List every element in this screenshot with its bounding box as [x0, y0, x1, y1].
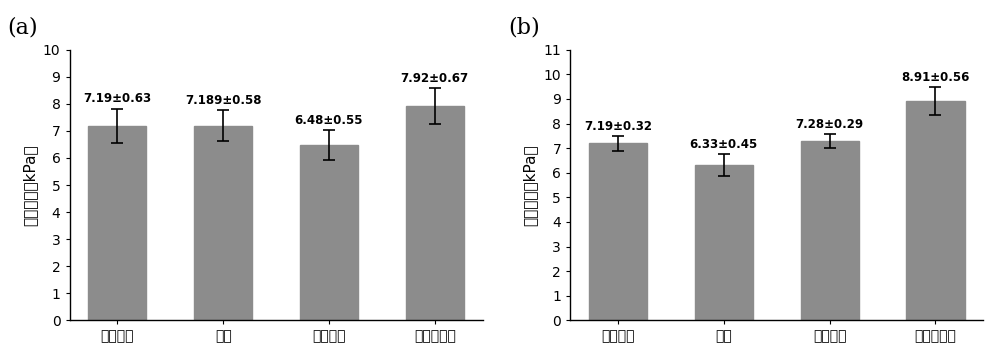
Text: 6.48±0.55: 6.48±0.55 [295, 114, 363, 127]
Bar [88, 126, 146, 320]
Bar [194, 126, 252, 320]
Text: 7.28±0.29: 7.28±0.29 [796, 118, 864, 131]
Bar [695, 165, 753, 320]
Text: 7.19±0.32: 7.19±0.32 [584, 120, 652, 132]
Text: 6.33±0.45: 6.33±0.45 [690, 138, 758, 150]
Bar [906, 101, 965, 320]
Text: (a): (a) [8, 17, 38, 39]
Text: 7.92±0.67: 7.92±0.67 [401, 72, 469, 85]
Text: 7.19±0.63: 7.19±0.63 [83, 93, 151, 105]
Bar [589, 144, 647, 320]
Y-axis label: 拉伸强度（kPa）: 拉伸强度（kPa） [523, 144, 538, 226]
Text: (b): (b) [508, 17, 540, 39]
Bar [801, 141, 859, 320]
Text: 8.91±0.56: 8.91±0.56 [901, 71, 970, 85]
Text: 7.189±0.58: 7.189±0.58 [185, 94, 261, 107]
Bar [406, 106, 464, 320]
Y-axis label: 拉伸强度（kPa）: 拉伸强度（kPa） [22, 144, 37, 226]
Bar [300, 145, 358, 320]
